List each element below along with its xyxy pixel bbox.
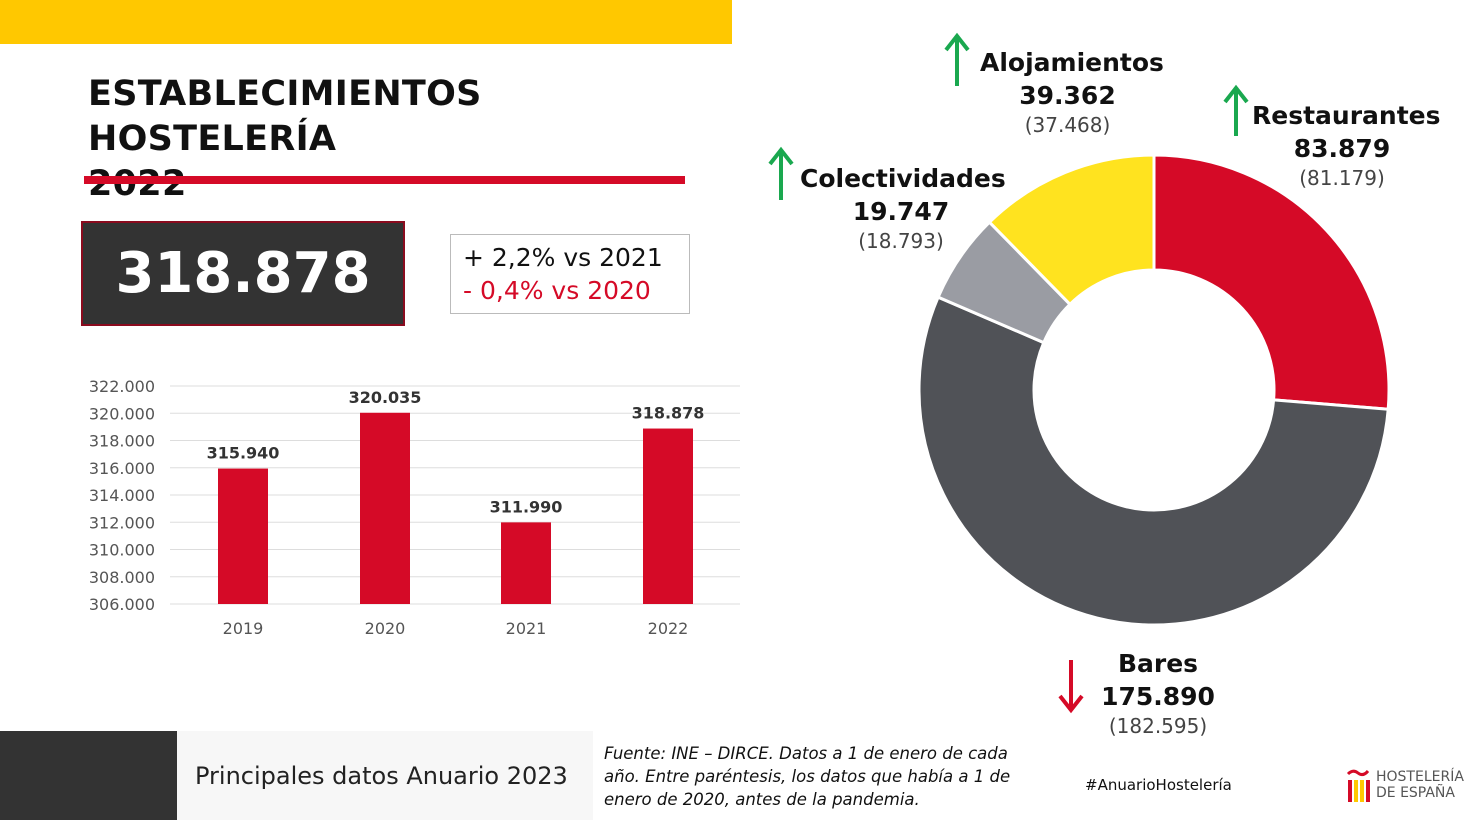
y-tick-label: 316.000 <box>89 459 155 478</box>
data-label: 311.990 <box>490 497 563 516</box>
y-tick-label: 312.000 <box>89 513 155 532</box>
footer-dark-block <box>0 731 177 820</box>
y-tick-label: 322.000 <box>89 377 155 396</box>
title-underline <box>84 176 685 184</box>
hashtag: #AnuarioHostelería <box>1085 776 1232 794</box>
top-banner <box>0 0 732 44</box>
y-tick-label: 320.000 <box>89 404 155 423</box>
bar-2019 <box>218 468 268 604</box>
y-tick-label: 310.000 <box>89 541 155 560</box>
label-alojamientos: Alojamientos 39.362 (37.468) <box>980 48 1164 137</box>
bar-2022 <box>643 428 693 604</box>
comparison-box: + 2,2% vs 2021 - 0,4% vs 2020 <box>450 234 690 314</box>
y-tick-label: 306.000 <box>89 595 155 614</box>
slice-restaurantes <box>1152 153 1391 411</box>
title-line-1: ESTABLECIMIENTOS HOSTELERÍA <box>88 74 482 159</box>
source-note: Fuente: INE – DIRCE. Datos a 1 de enero … <box>604 744 1011 809</box>
label-bares: Bares 175.890 (182.595) <box>1101 649 1215 738</box>
donut-chart <box>917 153 1391 627</box>
x-tick-label: 2019 <box>223 619 264 638</box>
arrow-up-icon <box>944 32 970 86</box>
vs-2021: + 2,2% vs 2021 <box>463 243 663 272</box>
logo: HOSTELERÍA DE ESPAÑA <box>1346 768 1464 802</box>
title-line-2: 2022 <box>88 164 187 204</box>
arrow-up-icon <box>768 146 794 200</box>
y-tick-label: 314.000 <box>89 486 155 505</box>
footer-title: Principales datos Anuario 2023 <box>177 731 593 820</box>
label-restaurantes: Restaurantes 83.879 (81.179) <box>1252 101 1441 190</box>
vs-2020: - 0,4% vs 2020 <box>463 276 651 305</box>
data-label: 320.035 <box>349 388 422 407</box>
page-title: ESTABLECIMIENTOS HOSTELERÍA 2022 <box>88 72 728 207</box>
y-tick-label: 308.000 <box>89 568 155 587</box>
bar-2021 <box>501 522 551 604</box>
bar-2020 <box>360 412 410 604</box>
x-tick-label: 2022 <box>648 619 689 638</box>
data-label: 318.878 <box>632 404 705 423</box>
slice-alojamientos <box>987 153 1156 307</box>
logo-icon <box>1346 769 1370 802</box>
total-box: 318.878 <box>81 221 405 326</box>
slice-bares <box>917 295 1390 627</box>
label-colectividades: Colectividades 19.747 (18.793) <box>800 164 1006 253</box>
data-label: 315.940 <box>207 444 280 463</box>
x-tick-label: 2021 <box>506 619 547 638</box>
x-tick-label: 2020 <box>365 619 406 638</box>
arrow-down-icon <box>1058 660 1084 714</box>
bar-chart: 306.000 308.000 310.000 312.000 314.000 316.0… <box>89 377 740 638</box>
y-tick-label: 318.000 <box>89 432 155 451</box>
